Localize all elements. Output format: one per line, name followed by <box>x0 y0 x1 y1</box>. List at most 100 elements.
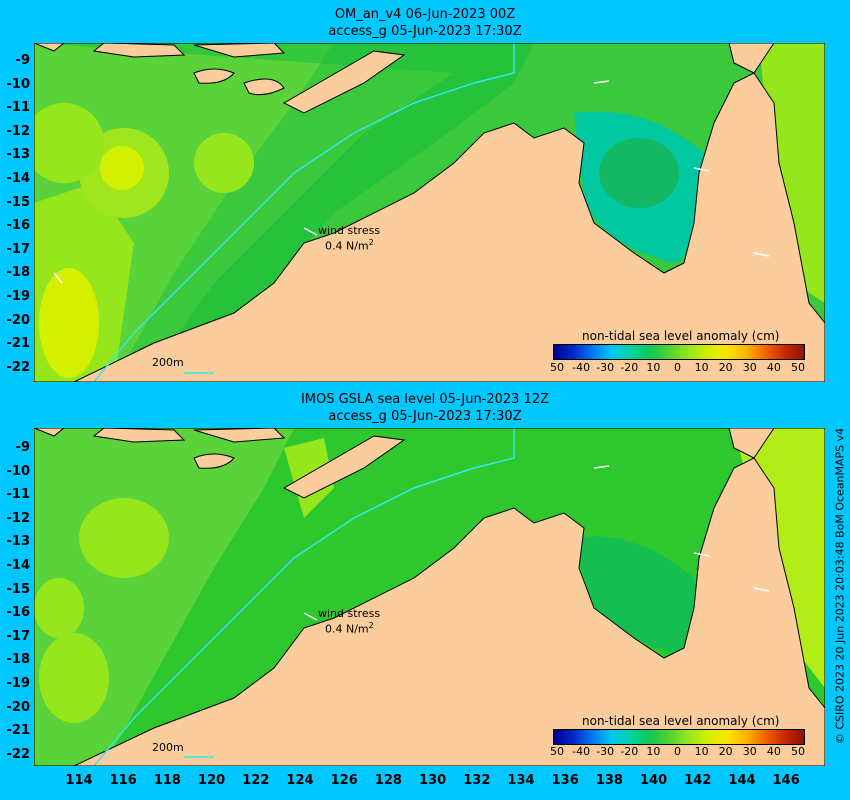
panel1-latitude-label: -22 <box>6 359 31 375</box>
panel1-colorbar-tick: 0 <box>674 361 681 374</box>
longitude-label: 134 <box>507 773 535 788</box>
panel1-anomaly-dark-band <box>34 43 534 382</box>
panel2-latitude-label: -14 <box>6 558 31 573</box>
longitude-label: 116 <box>109 773 137 788</box>
panel2-wind-arrow <box>593 465 610 469</box>
longitude-label: 142 <box>684 773 712 788</box>
panel2-latitude-label: -10 <box>6 463 31 479</box>
panel2-map <box>34 428 825 766</box>
panel1-colorbar-tick: 10 <box>646 361 661 374</box>
panel1-land-island2 <box>193 43 286 58</box>
longitude-label: 114 <box>65 773 93 788</box>
panel1-wind-arrow <box>753 252 770 257</box>
panel1-wind-arrow <box>593 80 610 84</box>
longitude-label: 132 <box>463 773 491 788</box>
panel2-gulf-green <box>574 536 697 653</box>
panel1-land-rote <box>243 78 285 96</box>
panel2-latitude-label: -18 <box>6 652 31 668</box>
panel2-colorbar-tick: 50 <box>550 745 564 758</box>
panel2-latitude-label: -15 <box>6 581 31 597</box>
panel1-anomaly-blob2 <box>34 103 104 183</box>
panel1-latitude-label: -9 <box>15 53 30 68</box>
panel1-colorbar <box>553 344 805 360</box>
panel2-colorbar-tick: 30 <box>742 745 757 758</box>
panel2-land-sumba <box>193 453 235 469</box>
longitude-label: 146 <box>772 773 800 788</box>
panel1-anomaly-blob3 <box>194 133 254 193</box>
panel2-wind-arrow <box>303 612 318 621</box>
panel2-land-java <box>34 428 65 437</box>
longitude-label: 140 <box>640 773 668 788</box>
panel1-latitude-label: -11 <box>6 100 31 116</box>
panel1-latitude-label: -14 <box>6 171 31 186</box>
panel1-map <box>34 43 825 382</box>
panel2-title-line2: access_g 05-Jun-2023 17:30Z <box>328 409 522 424</box>
panel2-wind-arrow <box>693 552 710 557</box>
longitude-label: 138 <box>595 773 623 788</box>
panel1-latitude-label: -13 <box>6 147 31 163</box>
panel1-colorbar-tick: 50 <box>791 361 805 374</box>
panel2-latitude-label: -16 <box>6 605 31 621</box>
panel2-wind-stress-value: 0.4 N/m2 <box>325 621 374 636</box>
panel2-wind-arrows <box>303 465 770 621</box>
panel1-wind-stress-sup: 2 <box>368 238 374 247</box>
panel2-colorbar-tick: 10 <box>694 745 709 758</box>
panel2-wind-stress-sup: 2 <box>368 621 374 630</box>
panel2-latitude-label: -21 <box>6 723 31 739</box>
panel2-wind-arrow <box>753 587 770 592</box>
panel2-anomaly-blob2 <box>39 633 109 723</box>
panel1-colorbar-tick: -30 <box>596 361 615 374</box>
panel2-land-australia <box>73 457 825 766</box>
panel1-land-island1 <box>92 43 186 58</box>
panel1-200m-label: 200m <box>152 356 184 369</box>
panel2-latitude-label: -9 <box>15 440 30 455</box>
panel1-wind-arrow <box>53 272 63 284</box>
panel1-title-line2: access_g 05-Jun-2023 17:30Z <box>328 24 522 39</box>
panel2-latitude-label: -17 <box>6 628 31 644</box>
panel1-latitude-label: -21 <box>6 336 31 352</box>
longitude-label: 128 <box>374 773 402 788</box>
panel1-colorbar-tick: 10 <box>694 361 709 374</box>
panel1-wind-arrow <box>303 227 318 236</box>
panel2-colorbar-tick: -20 <box>620 745 639 758</box>
panel1-wind-arrows <box>53 80 770 284</box>
panel1-wind-arrow <box>693 167 710 172</box>
panel2-wind-stress-value-text: 0.4 N/m <box>325 622 369 636</box>
panel1-land-sumba <box>193 68 235 84</box>
panel2-colorbar-tick: 10 <box>646 745 661 758</box>
panel1-latitude-label: -10 <box>6 76 31 92</box>
credit-label: © CSIRO 2023 20 Jun 2023 20:03:48 BoM Oc… <box>833 427 847 745</box>
panel2-200m-contour <box>93 428 515 766</box>
panel2-wind-stress-label: wind stress <box>318 607 381 620</box>
longitude-label: 136 <box>551 773 579 788</box>
panel2-colorbar-tick: 50 <box>791 745 805 758</box>
panel1-colorbar-tick: 20 <box>718 361 733 374</box>
panel1-title-line1: OM_an_v4 06-Jun-2023 00Z <box>334 7 516 22</box>
panel2-anomaly-blob1 <box>79 498 169 578</box>
panel2-legend-title: non-tidal sea level anomaly (cm) <box>582 714 780 728</box>
panel1-latitude-label: -16 <box>6 218 31 234</box>
panel1-land-java <box>34 43 65 52</box>
credit-text: © CSIRO 2023 20 Jun 2023 20:03:48 BoM Oc… <box>830 416 850 756</box>
panel2-colorbar <box>553 729 805 745</box>
panel1-legend-title: non-tidal sea level anomaly (cm) <box>582 329 780 343</box>
panel2-colorbar-tick: 40 <box>766 745 781 758</box>
longitude-label: 144 <box>728 773 756 788</box>
panel2-latitude-label: -12 <box>6 510 31 526</box>
panel1-map-svg <box>34 43 825 382</box>
panel2-200m-label: 200m <box>152 741 184 754</box>
panel1-colorbar-tick: 50 <box>550 361 564 374</box>
longitude-label: 130 <box>419 773 447 788</box>
panel1-colorbar-tick: -40 <box>572 361 591 374</box>
panel1-colorbar-tick: 40 <box>766 361 781 374</box>
panel2-latitude-label: -11 <box>6 487 31 503</box>
panel2-land-island1 <box>92 428 186 443</box>
longitude-label: 118 <box>153 773 181 788</box>
panel1-wind-stress-label: wind stress <box>318 224 381 237</box>
panel2-colorbar-tick: 20 <box>718 745 733 758</box>
panel1-anomaly-yellow-sw <box>39 268 99 378</box>
panel1-latitude-label: -17 <box>6 241 31 257</box>
panel1-wind-stress-value: 0.4 N/m2 <box>325 238 374 253</box>
panel2-title-line1: IMOS GSLA sea level 05-Jun-2023 12Z <box>300 392 550 407</box>
panel1-land-australia <box>73 72 825 382</box>
